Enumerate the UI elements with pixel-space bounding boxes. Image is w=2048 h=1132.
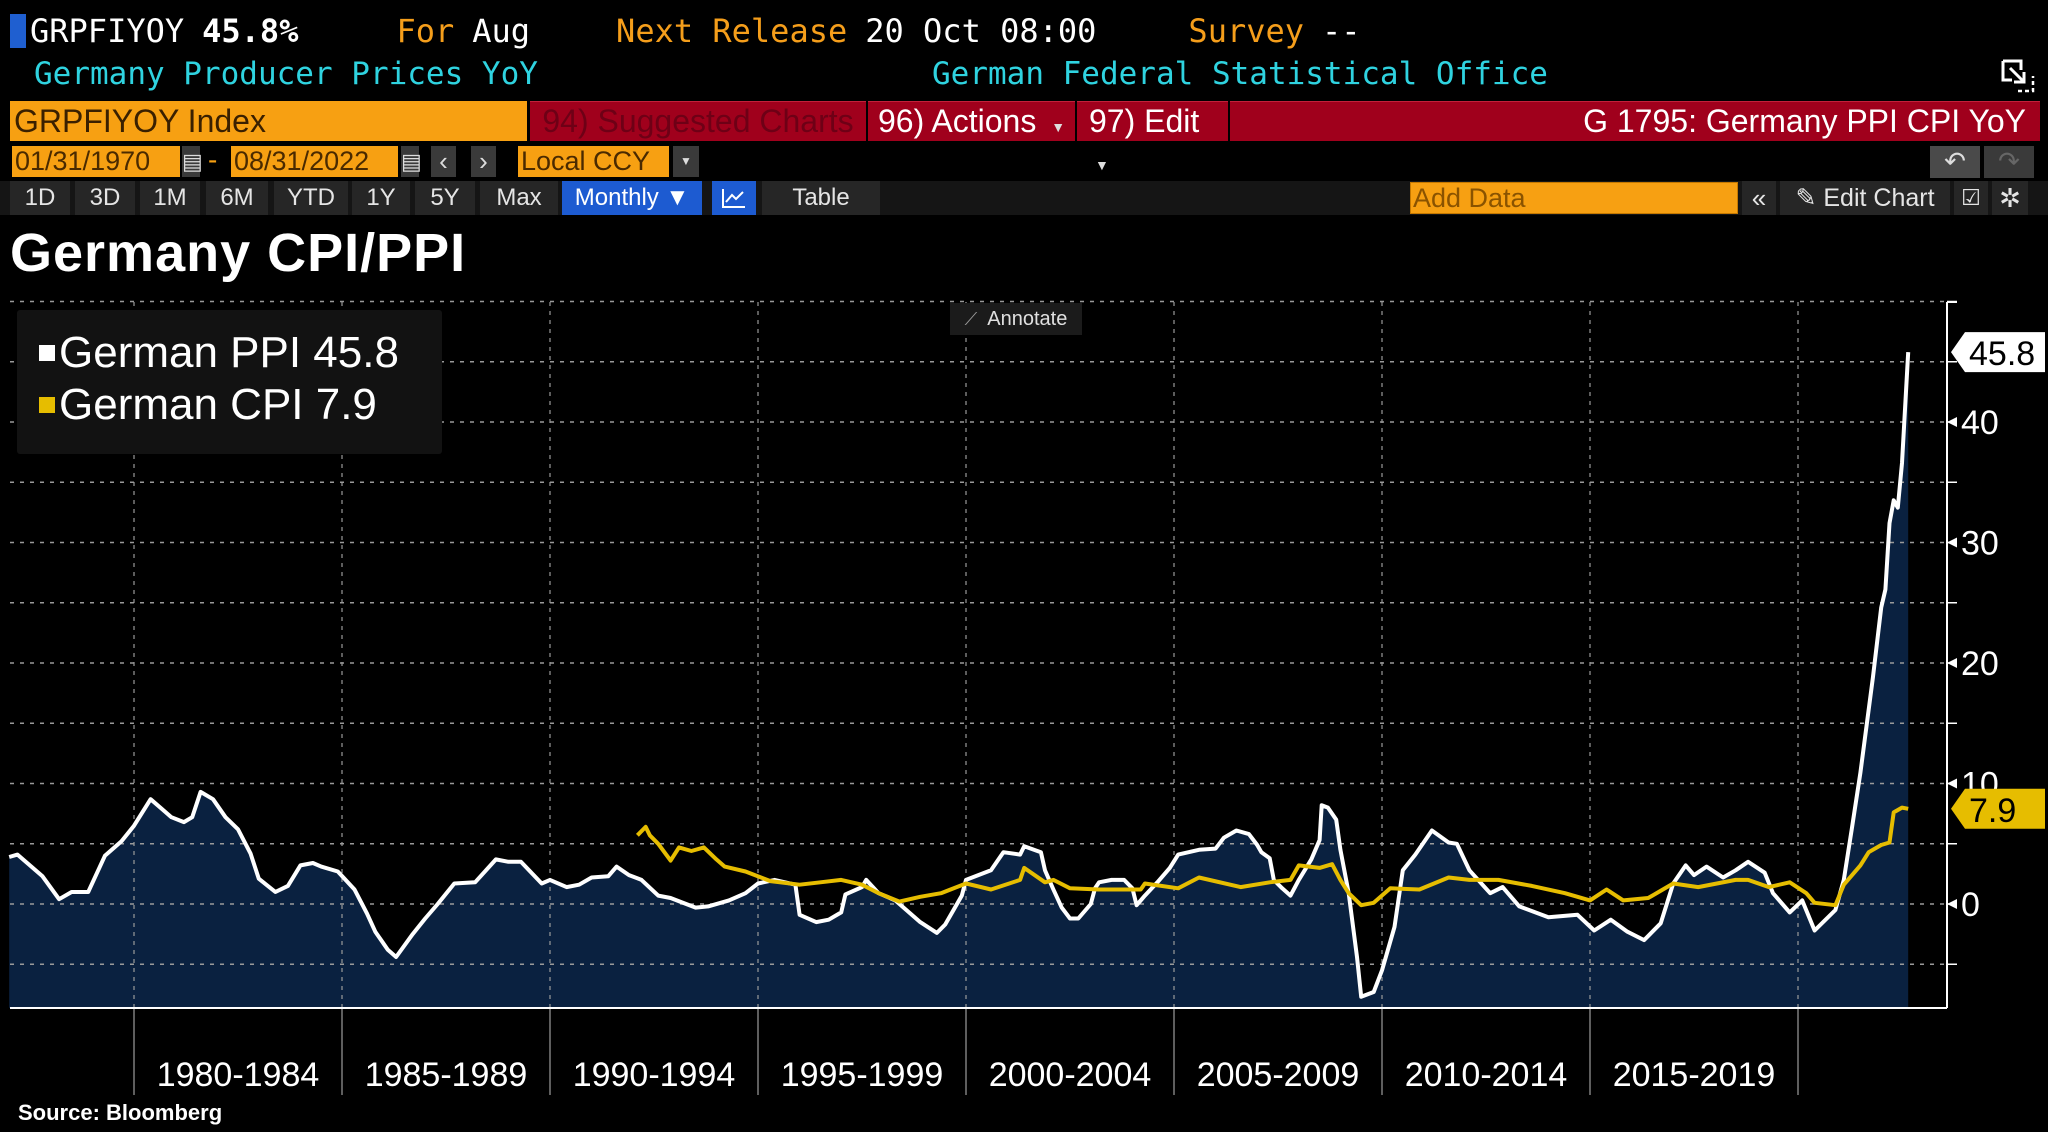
- add-data-input[interactable]: Add Data: [1410, 182, 1738, 214]
- source-footnote: Source: Bloomberg: [18, 1100, 223, 1125]
- period-button-ytd[interactable]: YTD: [274, 181, 348, 215]
- x-tick-label: 1990-1994: [573, 1056, 736, 1094]
- suggested-charts-label: 94) Suggested Charts: [542, 103, 854, 139]
- chevron-down-icon: ▼: [1095, 157, 1109, 173]
- collapse-icon[interactable]: «: [1742, 181, 1776, 215]
- undo-button[interactable]: ↶: [1930, 146, 1980, 178]
- actions-menu[interactable]: 96) Actions ▼: [868, 101, 1075, 141]
- calendar-icon[interactable]: ▤: [182, 146, 203, 177]
- ppi-line[interactable]: [8, 351, 1911, 999]
- legend-label-ppi: German PPI 45.8: [59, 328, 399, 377]
- annotate-button[interactable]: ⟋ Annotate: [950, 303, 1082, 335]
- last-value-tag-german-ppi: [1951, 332, 2045, 373]
- chart-id-title: G 1795: Germany PPI CPI YoY: [1583, 103, 2026, 139]
- x-tick-label: 1985-1989: [365, 1056, 528, 1094]
- for-period: Aug: [472, 12, 531, 50]
- edit-menu[interactable]: 97) Edit ▼: [1077, 101, 1228, 173]
- y-tick-marker: [1947, 537, 1957, 548]
- period-button-1d[interactable]: 1D: [10, 181, 70, 215]
- security-field-text: GRPFIYOY Index: [14, 103, 266, 139]
- redo-button[interactable]: ↷: [1984, 146, 2034, 178]
- legend-label-cpi: German CPI 7.9: [59, 380, 377, 429]
- chevron-down-icon[interactable]: ▼: [673, 146, 699, 177]
- survey-value: --: [1322, 12, 1361, 50]
- cpi-line[interactable]: [635, 805, 1909, 908]
- next-period-button[interactable]: ›: [471, 146, 496, 177]
- x-tick-label: 1980-1984: [157, 1056, 320, 1094]
- security-description: Germany Producer Prices YoY: [34, 56, 538, 92]
- start-date-input[interactable]: 01/31/1970: [12, 146, 180, 177]
- gear-icon[interactable]: ✲: [1992, 181, 2028, 215]
- security-field[interactable]: GRPFIYOY Index: [10, 101, 527, 141]
- chart-legend[interactable]: German PPI 45.8 German CPI 7.9: [17, 310, 442, 454]
- x-tick-label: 2010-2014: [1405, 1056, 1568, 1094]
- x-tick-label: 1995-1999: [781, 1056, 944, 1094]
- next-release-label: Next Release: [616, 12, 848, 50]
- edit-chart-label: Edit Chart: [1823, 184, 1935, 212]
- y-tick-marker: [1947, 417, 1957, 427]
- y-tick-label: 30: [1961, 525, 1999, 563]
- legend-swatch-cpi: [39, 397, 55, 413]
- chart-title-bar: G 1795: Germany PPI CPI YoY: [1230, 101, 2040, 141]
- popout-icon[interactable]: [2000, 58, 2036, 94]
- ticker: GRPFIYOY: [30, 12, 185, 50]
- x-tick-label: 2015-2019: [1613, 1056, 1776, 1094]
- date-separator: -: [208, 144, 218, 175]
- previous-period-button[interactable]: ‹: [431, 146, 456, 177]
- calendar-icon[interactable]: ▤: [401, 146, 422, 177]
- edit-chart-button[interactable]: ✎ Edit Chart: [1780, 181, 1950, 215]
- line-chart-icon[interactable]: [712, 181, 756, 215]
- end-date-value: 08/31/2022: [234, 146, 370, 176]
- legend-item-cpi[interactable]: German CPI 7.9: [39, 380, 377, 430]
- y-tick-label: 40: [1961, 404, 1999, 442]
- period-button-6m[interactable]: 6M: [206, 181, 268, 215]
- end-date-input[interactable]: 08/31/2022: [231, 146, 398, 177]
- period-button-1m[interactable]: 1M: [140, 181, 200, 215]
- annotate-label: Annotate: [987, 307, 1068, 330]
- for-label: For: [396, 12, 455, 50]
- currency-value: Local CCY: [521, 146, 651, 176]
- period-button-3d[interactable]: 3D: [75, 181, 135, 215]
- security-flag: [10, 14, 26, 48]
- currency-select[interactable]: Local CCY: [518, 146, 669, 177]
- next-release-value: 20 Oct 08:00: [865, 12, 1097, 50]
- y-tick-marker: [1947, 899, 1957, 909]
- survey-label: Survey: [1188, 12, 1305, 50]
- start-date-value: 01/31/1970: [15, 146, 151, 176]
- last-value: 45.8%: [202, 12, 299, 50]
- y-tick-marker: [1947, 778, 1957, 789]
- last-value-tag-german-cpi: [1951, 788, 2045, 829]
- add-data-placeholder: Add Data: [1413, 183, 1526, 213]
- annotate-icon: ⟋: [964, 308, 978, 329]
- legend-item-ppi[interactable]: German PPI 45.8: [39, 328, 399, 378]
- source-organization: German Federal Statistical Office: [932, 56, 1548, 92]
- period-button-1y[interactable]: 1Y: [352, 181, 410, 215]
- period-button-max[interactable]: Max: [480, 181, 558, 215]
- y-tick-label: 20: [1961, 645, 1999, 683]
- x-tick-label: 2005-2009: [1197, 1056, 1360, 1094]
- chevron-down-icon: ▼: [1051, 119, 1066, 135]
- y-tick-label: 0: [1961, 886, 1980, 924]
- chart-title: Germany CPI/PPI: [10, 223, 467, 283]
- suggested-charts-button[interactable]: 94) Suggested Charts: [530, 101, 866, 141]
- pencil-icon: ✎: [1795, 184, 1817, 212]
- actions-label: 96) Actions: [878, 103, 1037, 139]
- chart-settings-list-icon[interactable]: ☑: [1954, 181, 1988, 215]
- last-value-label: 7.9: [1969, 792, 2016, 830]
- y-tick-marker: [1947, 658, 1957, 668]
- frequency-select[interactable]: Monthly ▼: [562, 181, 702, 215]
- legend-swatch-ppi: [39, 345, 55, 361]
- edit-label: 97) Edit: [1089, 103, 1200, 139]
- x-tick-label: 2000-2004: [989, 1056, 1152, 1094]
- period-button-5y[interactable]: 5Y: [415, 181, 475, 215]
- table-button[interactable]: Table: [762, 181, 880, 215]
- security-header: GRPFIYOY 45.8% For Aug Next Release 20 O…: [10, 8, 1361, 54]
- last-value-label: 45.8: [1969, 335, 2035, 373]
